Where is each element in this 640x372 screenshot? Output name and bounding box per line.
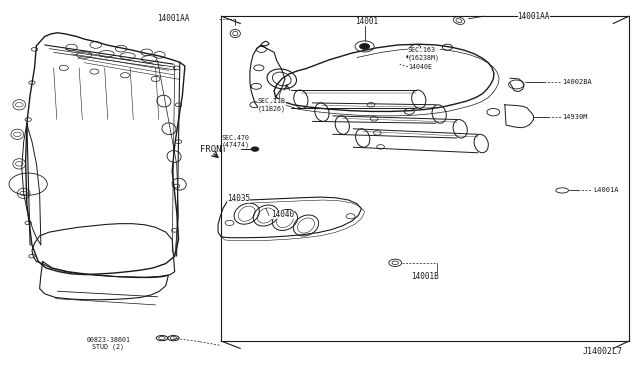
Text: 14930M: 14930M bbox=[562, 113, 588, 119]
Text: 14001AA: 14001AA bbox=[518, 12, 550, 22]
Text: SEC.470
(47474): SEC.470 (47474) bbox=[222, 135, 250, 148]
Text: SEC.11B
(11B26): SEC.11B (11B26) bbox=[257, 98, 285, 112]
Circle shape bbox=[406, 55, 412, 58]
Text: 14001B: 14001B bbox=[411, 272, 439, 281]
Text: 14040E: 14040E bbox=[408, 64, 432, 70]
Circle shape bbox=[251, 147, 259, 151]
Text: FRONT: FRONT bbox=[200, 145, 227, 154]
Text: 14001AA: 14001AA bbox=[157, 14, 189, 23]
Text: J14002L7: J14002L7 bbox=[582, 347, 623, 356]
Text: 00823-38601
STUD (2): 00823-38601 STUD (2) bbox=[86, 337, 131, 350]
Text: 14035: 14035 bbox=[227, 195, 250, 203]
Circle shape bbox=[360, 44, 370, 49]
Text: L4001A: L4001A bbox=[593, 187, 619, 193]
Text: SEC.163
(16238M): SEC.163 (16238M) bbox=[408, 47, 440, 61]
Text: 14002BA: 14002BA bbox=[562, 79, 592, 85]
Text: 14040: 14040 bbox=[271, 210, 294, 219]
Text: 14001: 14001 bbox=[355, 17, 378, 26]
